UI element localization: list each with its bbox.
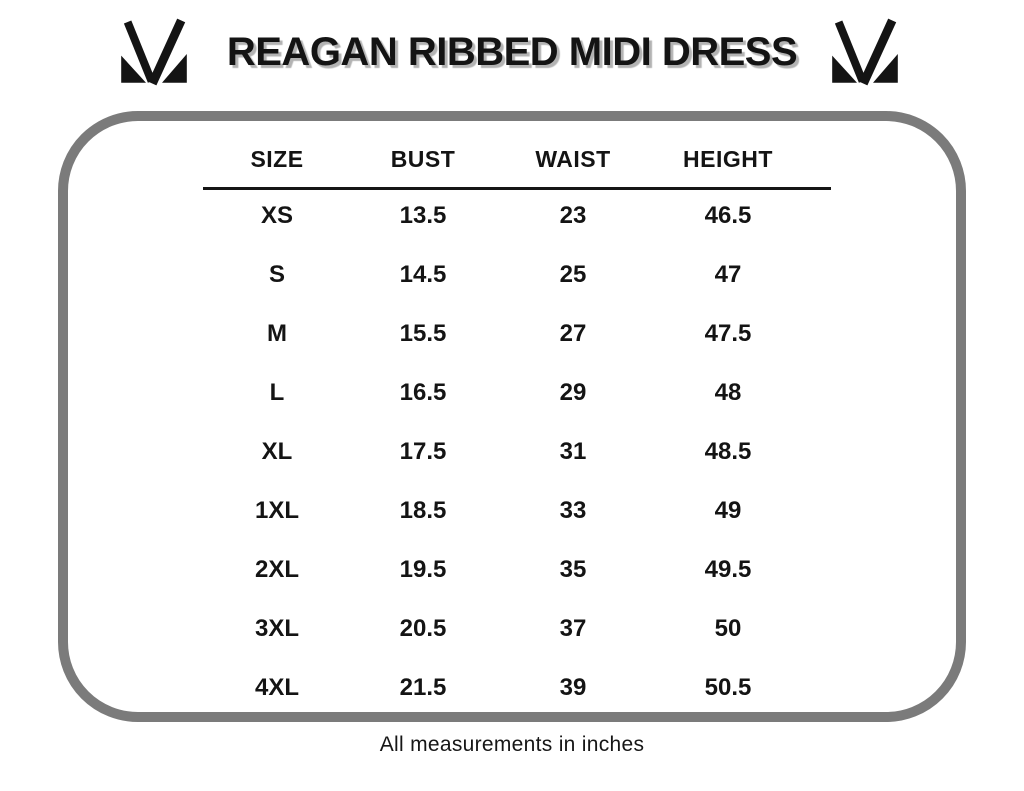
column-header-waist: WAIST xyxy=(535,145,611,172)
header: REAGAN RIBBED MIDI DRESS xyxy=(0,0,1024,110)
cell-height: 49 xyxy=(714,496,742,524)
table-row: 3XL 20.5 37 50 xyxy=(204,599,806,658)
cell-waist: 27 xyxy=(559,319,587,347)
table-header-row: SIZE BUST WAIST HEIGHT xyxy=(204,134,806,184)
cell-size: XL xyxy=(261,437,293,465)
cell-size: S xyxy=(268,260,285,288)
cell-waist: 23 xyxy=(559,201,587,229)
cell-size: M xyxy=(267,319,287,347)
cell-bust: 18.5 xyxy=(399,496,447,524)
cell-height: 50.5 xyxy=(704,673,752,701)
cell-waist: 33 xyxy=(559,496,587,524)
cell-height: 47 xyxy=(714,260,742,288)
cell-waist: 25 xyxy=(559,260,587,288)
cell-bust: 19.5 xyxy=(399,555,447,583)
cell-bust: 20.5 xyxy=(399,614,447,642)
table-row: 4XL 21.5 39 50.5 xyxy=(204,658,806,717)
column-header-bust: BUST xyxy=(390,145,456,172)
cell-bust: 21.5 xyxy=(399,673,447,701)
table-row: S 14.5 25 47 xyxy=(204,245,806,304)
table-row: M 15.5 27 47.5 xyxy=(204,304,806,363)
cell-height: 47.5 xyxy=(704,319,752,347)
cell-size: L xyxy=(269,378,285,406)
cell-size: 2XL xyxy=(254,555,299,583)
table-row: XS 13.5 23 46.5 xyxy=(204,186,806,245)
table-row: 2XL 19.5 35 49.5 xyxy=(204,540,806,599)
cell-waist: 35 xyxy=(559,555,587,583)
cell-size: 1XL xyxy=(254,496,299,524)
cell-height: 49.5 xyxy=(704,555,752,583)
size-chart-panel xyxy=(58,111,966,722)
cell-bust: 17.5 xyxy=(399,437,447,465)
header-divider xyxy=(203,187,831,190)
column-header-height: HEIGHT xyxy=(683,145,773,172)
cell-bust: 15.5 xyxy=(399,319,447,347)
cell-size: XS xyxy=(260,201,293,229)
footer-note: All measurements in inches xyxy=(379,733,645,756)
cell-size: 4XL xyxy=(254,673,299,701)
cell-size: 3XL xyxy=(254,614,299,642)
column-header-size: SIZE xyxy=(250,145,304,172)
cell-waist: 31 xyxy=(559,437,587,465)
cell-bust: 13.5 xyxy=(399,201,447,229)
brand-logo-icon xyxy=(121,18,187,86)
cell-height: 46.5 xyxy=(704,201,752,229)
cell-bust: 16.5 xyxy=(399,378,447,406)
cell-height: 48.5 xyxy=(704,437,752,465)
cell-waist: 39 xyxy=(559,673,587,701)
cell-height: 48 xyxy=(714,378,742,406)
table-row: XL 17.5 31 48.5 xyxy=(204,422,806,481)
table-body: XS 13.5 23 46.5 S 14.5 25 47 M 15.5 27 4… xyxy=(204,186,806,717)
cell-height: 50 xyxy=(714,614,742,642)
cell-bust: 14.5 xyxy=(399,260,447,288)
cell-waist: 29 xyxy=(559,378,587,406)
table-row: L 16.5 29 48 xyxy=(204,363,806,422)
page-title: REAGAN RIBBED MIDI DRESS xyxy=(226,30,798,74)
brand-logo-icon xyxy=(832,18,898,86)
table-row: 1XL 18.5 33 49 xyxy=(204,481,806,540)
cell-waist: 37 xyxy=(559,614,587,642)
